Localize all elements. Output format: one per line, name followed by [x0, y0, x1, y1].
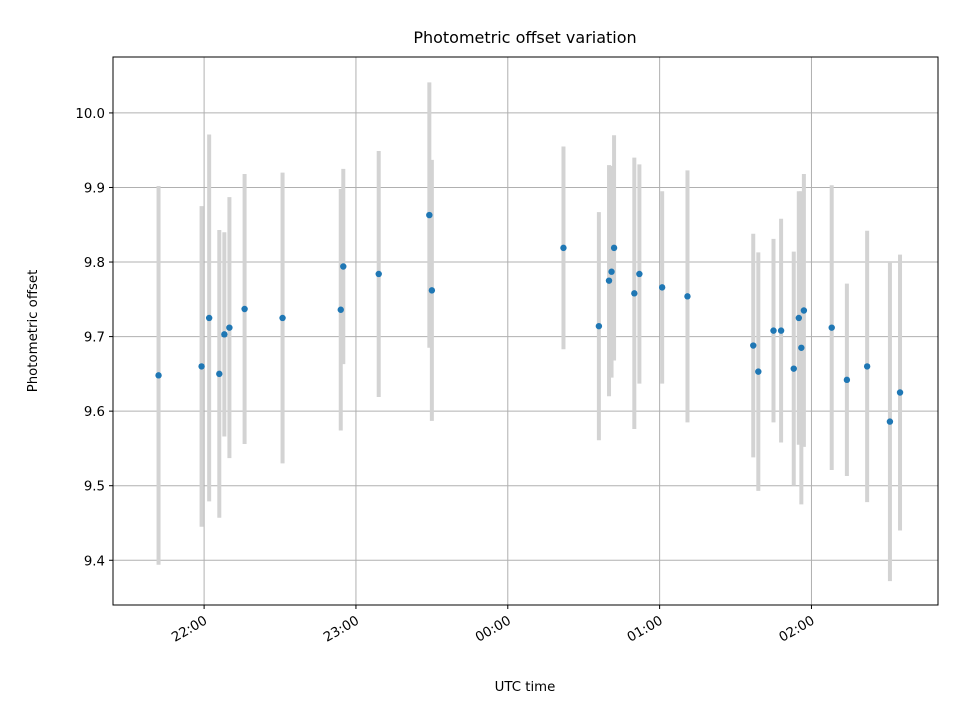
data-point — [790, 365, 797, 372]
x-tick-label: 01:00 — [625, 613, 666, 645]
data-point — [595, 322, 603, 330]
data-point — [886, 418, 894, 425]
data-point — [610, 244, 618, 252]
data-point — [226, 324, 233, 331]
data-point — [828, 324, 835, 331]
data-point — [241, 305, 248, 313]
data-point — [216, 370, 223, 378]
data-point — [798, 344, 805, 351]
data-point — [375, 270, 382, 278]
y-tick-label: 10.0 — [75, 107, 105, 122]
data-point — [777, 327, 785, 334]
data-point — [800, 307, 808, 314]
data-point — [684, 293, 691, 300]
x-axis-label: UTC time — [495, 680, 556, 695]
y-tick-label: 9.6 — [84, 405, 105, 420]
data-point — [279, 314, 286, 322]
data-point — [340, 263, 347, 270]
data-point — [896, 389, 904, 396]
x-tick-label: 00:00 — [473, 613, 514, 645]
data-point — [155, 372, 162, 379]
data-point — [428, 287, 436, 294]
data-point — [750, 342, 757, 349]
data-point — [755, 368, 762, 375]
grid-lines — [113, 57, 938, 605]
y-axis-ticks: 9.4 9.5 9.6 9.7 9.8 9.9 10.0 — [75, 107, 113, 569]
data-point — [770, 327, 777, 334]
plot-frame — [112, 56, 939, 606]
y-tick-label: 9.5 — [84, 480, 105, 495]
x-tick-label: 23:00 — [321, 613, 362, 645]
y-tick-label: 9.9 — [84, 181, 105, 196]
y-axis-label: Photometric offset — [26, 270, 41, 393]
data-points — [155, 211, 904, 425]
data-point — [636, 270, 643, 278]
data-point — [658, 284, 666, 291]
data-point — [795, 314, 803, 322]
y-tick-label: 9.4 — [84, 554, 105, 569]
data-point — [221, 331, 228, 338]
data-point — [863, 363, 871, 370]
y-tick-label: 9.7 — [84, 331, 105, 346]
data-point — [426, 211, 433, 219]
data-point — [205, 314, 213, 322]
data-point — [198, 363, 205, 370]
data-point — [843, 376, 851, 384]
x-tick-label: 22:00 — [169, 613, 210, 645]
data-point — [337, 306, 344, 313]
data-point — [608, 268, 615, 275]
data-point — [631, 290, 638, 297]
data-point — [605, 277, 613, 284]
chart-title: Photometric offset variation — [413, 28, 636, 47]
data-point — [560, 244, 567, 252]
x-axis-ticks: 22:00 23:00 00:00 01:00 02:00 — [169, 605, 817, 646]
y-tick-label: 9.8 — [84, 256, 105, 271]
x-tick-label: 02:00 — [777, 613, 818, 645]
error-bars — [156, 82, 903, 582]
